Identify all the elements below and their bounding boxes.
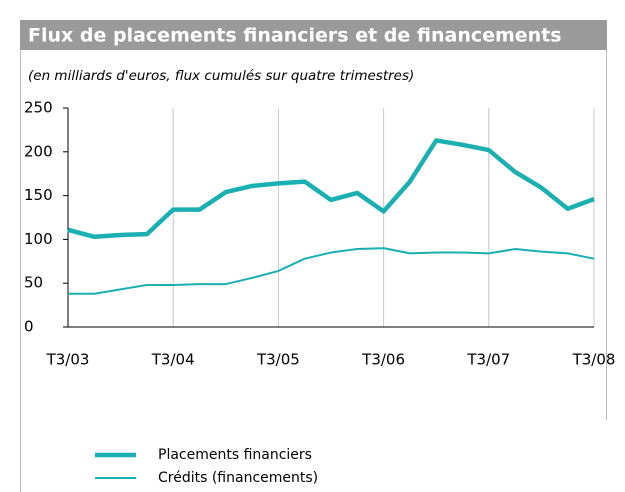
series-line [67,138,595,240]
x-tick-label: T3/05 [256,351,300,369]
x-tick-label: T3/06 [361,351,405,369]
chart-title: Flux de placements financiers et de fina… [28,25,562,47]
y-tick-label: 150 [24,186,53,204]
y-tick-label: 250 [24,99,53,117]
x-tick-label: T3/08 [572,351,616,369]
y-tick-label: 0 [24,318,34,336]
x-tick-label: T3/07 [466,351,510,369]
series-line [68,247,595,295]
x-tick-label: T3/03 [46,351,90,369]
title-bar [20,20,607,50]
chart-subtitle: (en milliards d'euros, flux cumulés sur … [28,68,414,84]
legend-label: Crédits (financements) [158,470,318,486]
x-tick-label: T3/04 [151,351,195,369]
legend-label: Placements financiers [158,447,312,463]
y-tick-label: 50 [24,274,43,292]
y-tick-label: 100 [24,230,53,248]
y-tick-label: 200 [24,142,53,160]
